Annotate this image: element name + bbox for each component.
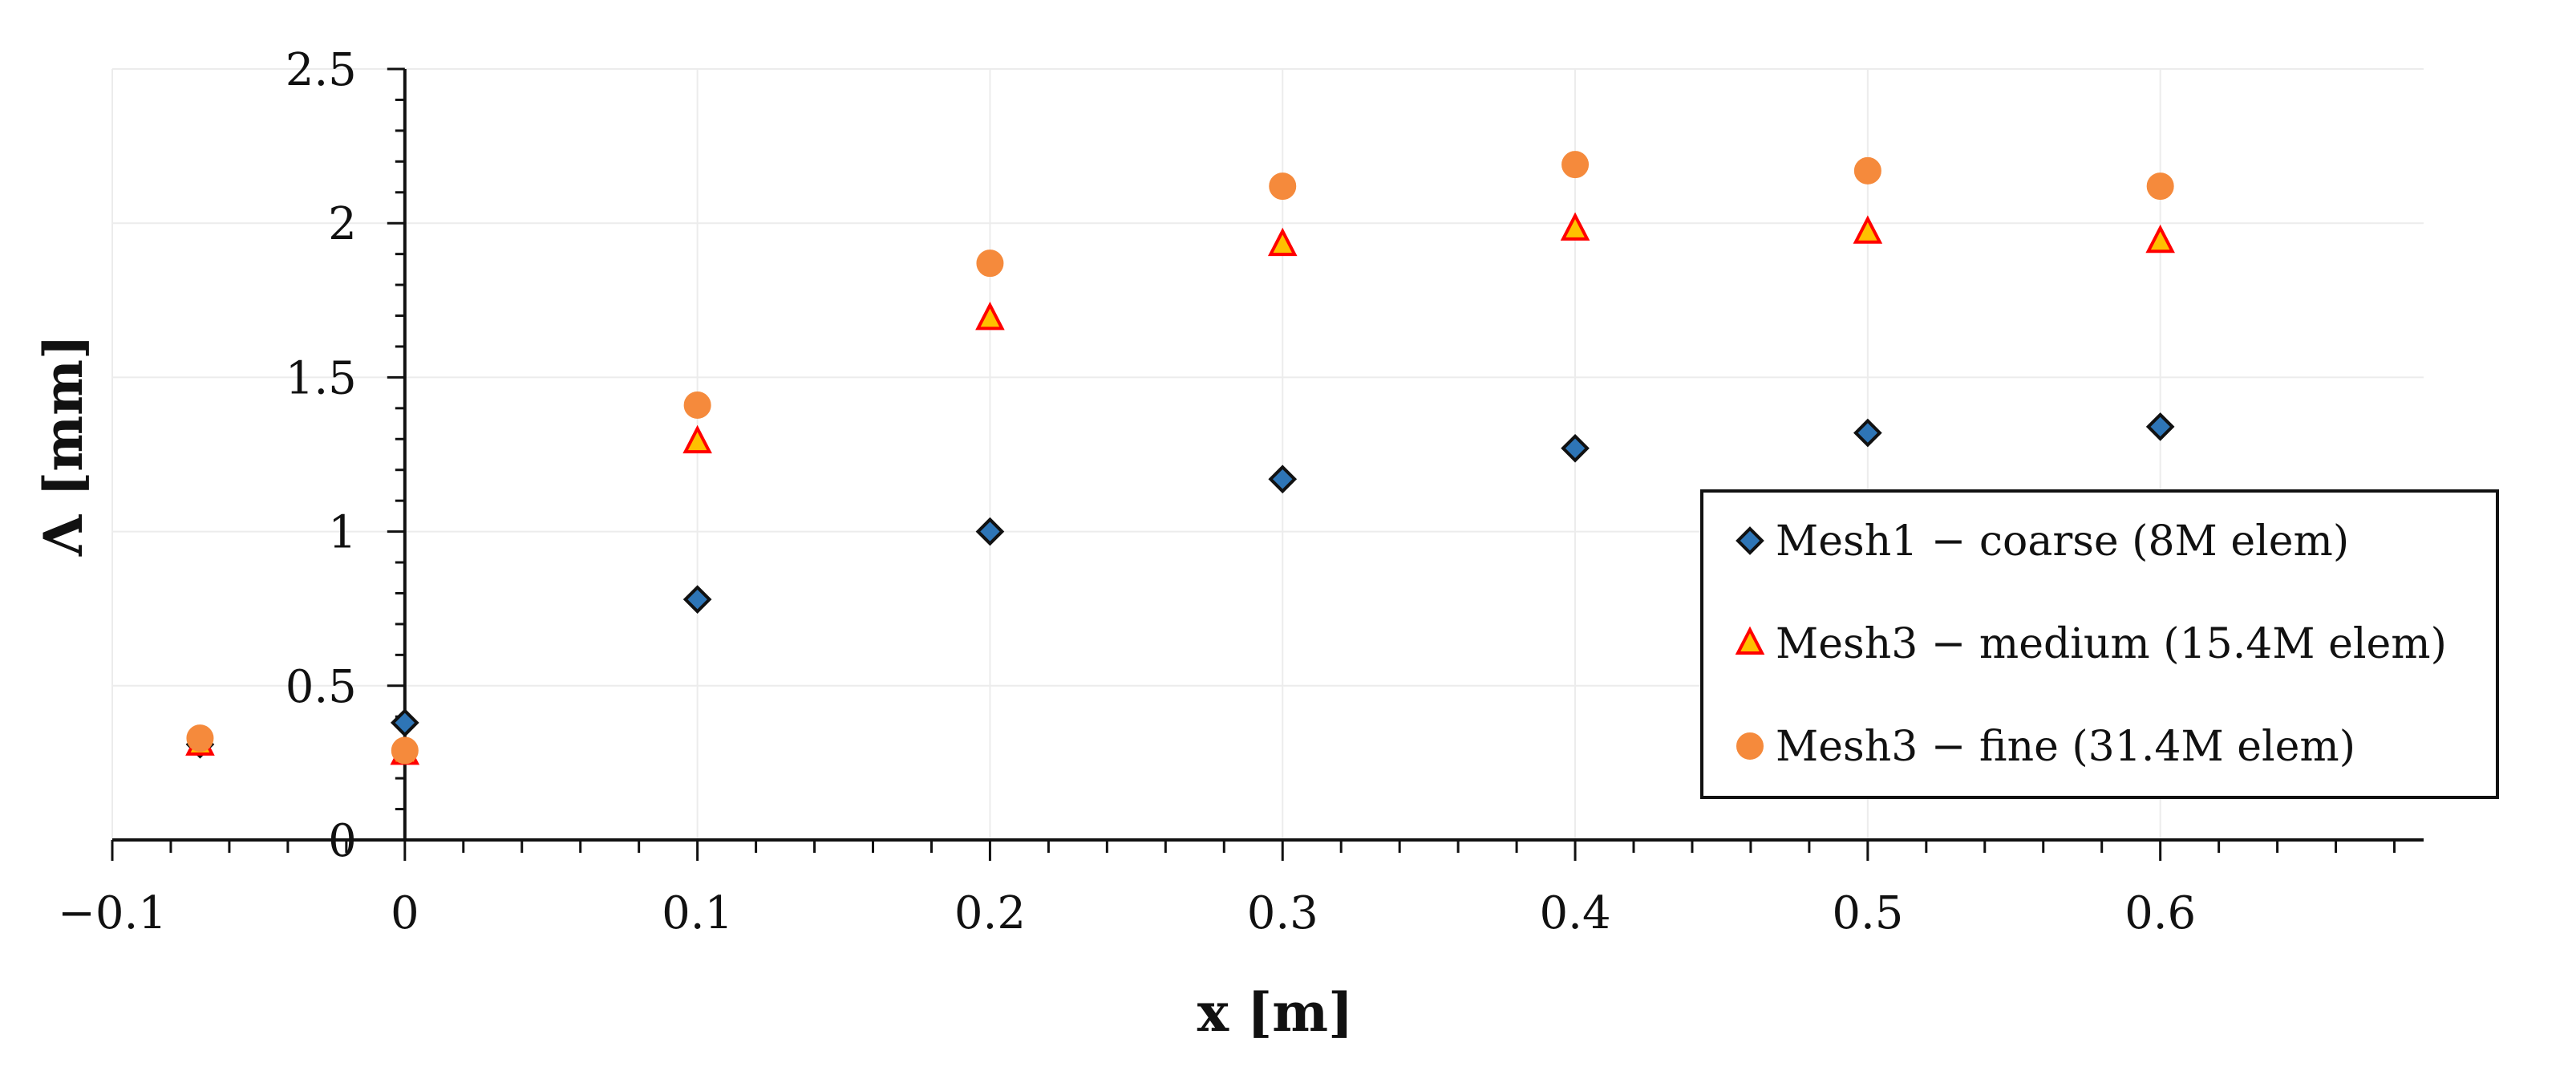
data-point-circle [391,736,419,765]
data-point-triangle [2145,224,2175,254]
data-point-circle [1853,156,1881,185]
data-point-triangle [1267,227,1298,257]
y-tick-label: 2.5 [286,44,357,96]
y-tick-label: 1.5 [286,352,357,404]
x-tick-label: 0.5 [1832,887,1903,939]
legend-marker-diamond [1736,526,1764,555]
legend-marker-circle [1736,732,1764,760]
legend-box [1700,489,2499,799]
data-point-diamond [1268,464,1298,494]
x-tick-label: 0.4 [1540,887,1611,939]
data-point-diamond [1853,418,1882,448]
data-point-circle [186,724,214,752]
data-point-circle [976,249,1004,278]
legend-marker-triangle [1735,626,1765,655]
data-point-diamond [975,517,1005,546]
data-point-diamond [682,585,712,614]
legend-label: Mesh3 − fine (31.4M elem) [1776,723,2355,771]
x-tick-label: −0.1 [58,887,167,939]
x-tick-label: 0.3 [1247,887,1318,939]
data-point-diamond [390,708,419,737]
y-tick-label: 0 [328,815,357,867]
data-point-circle [683,391,711,419]
chart-legend: Mesh1 − coarse (8M elem) Mesh3 − medium (… [1700,489,2499,799]
legend-label: Mesh1 − coarse (8M elem) [1776,517,2349,566]
x-tick-label: 0.2 [954,887,1026,939]
legend-label: Mesh3 − medium (15.4M elem) [1776,620,2447,668]
y-tick-label: 2 [328,198,357,250]
x-axis-title: x [m] [1197,981,1354,1044]
y-tick-label: 1 [328,507,357,559]
chart-tick-labels: −0.1 0 0.1 0.2 0.3 0.4 0.5 0.6 0 0.5 1 1.5 2 2.5 [58,44,2196,939]
y-axis-title: Λ [mm] [32,335,95,557]
data-point-triangle [682,424,712,454]
data-point-triangle [1853,215,1883,244]
data-point-circle [2146,172,2174,201]
data-point-triangle [1560,212,1590,241]
x-tick-label: 0.6 [2124,887,2196,939]
chart-data-points [185,151,2175,765]
x-tick-label: 0 [391,887,419,939]
data-point-diamond [2145,412,2175,441]
data-point-diamond [1561,433,1590,463]
series-3 [186,151,2174,765]
y-tick-label: 0.5 [286,661,357,713]
data-point-circle [1561,151,1590,179]
data-point-triangle [975,302,1005,331]
x-tick-label: 0.1 [662,887,733,939]
data-point-circle [1269,172,1297,201]
